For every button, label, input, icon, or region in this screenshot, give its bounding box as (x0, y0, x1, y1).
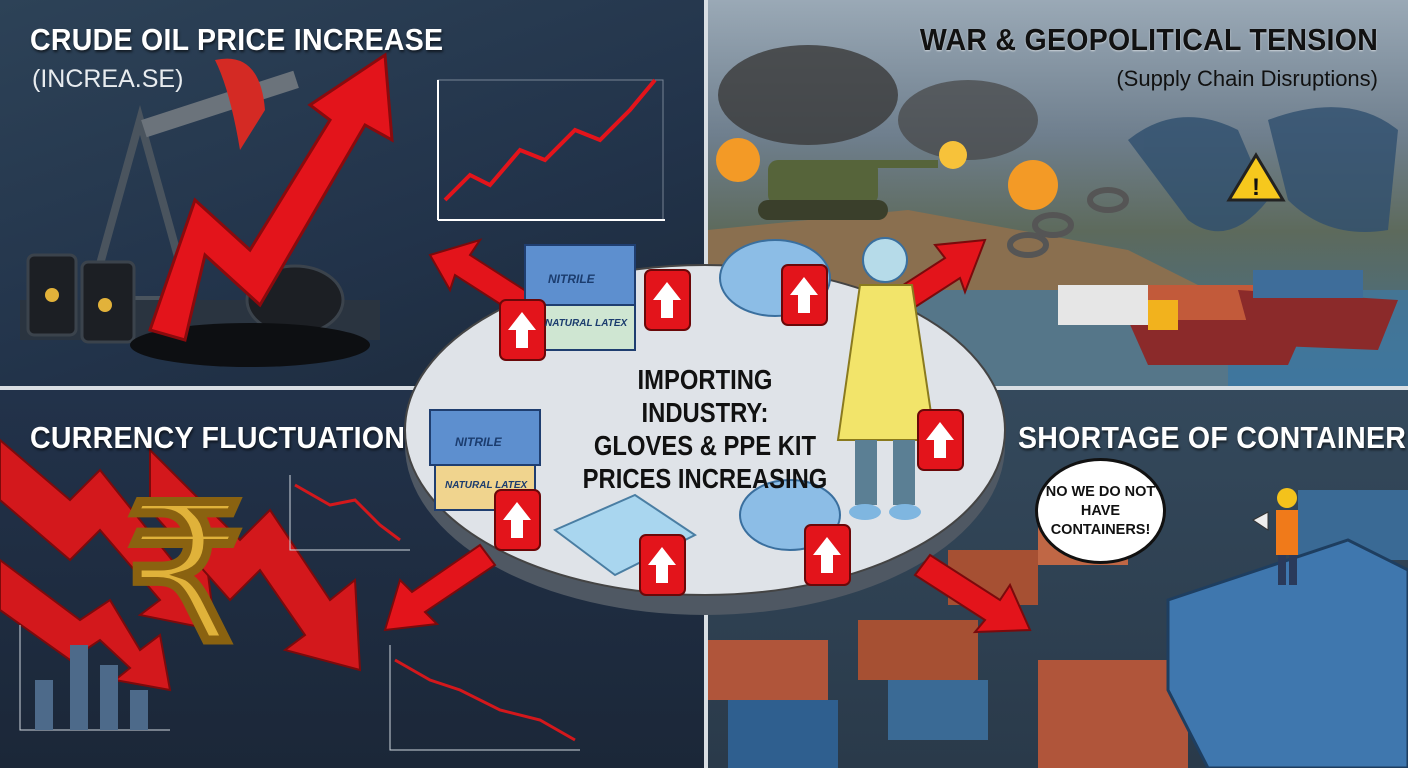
tank-icon (758, 160, 938, 220)
war-title: WAR & GEOPOLITICAL TENSION (919, 22, 1378, 57)
nitrile-box-label: NITRILE (548, 272, 595, 286)
container-title: SHORTAGE OF CONTAINER (1018, 420, 1407, 455)
truck-icon (1058, 285, 1178, 330)
warning-icon: ! (1226, 152, 1286, 202)
center-title: IMPORTING INDUSTRY: GLOVES & PPE KIT PRI… (578, 363, 833, 495)
latex-box-label: NATURAL LATEX (545, 318, 628, 329)
crude-oil-subtitle: (INCREA.SE) (32, 65, 184, 93)
world-map-icon (1128, 107, 1398, 232)
speech-bubble: NO WE DO NOT HAVE CONTAINERS! (1035, 458, 1166, 564)
crude-oil-illustration (20, 52, 665, 367)
center-title-line-1: IMPORTING INDUSTRY: (637, 364, 773, 428)
rupee-icon: ₹ (125, 469, 246, 681)
crude-oil-title: CRUDE OIL PRICE INCREASE (30, 22, 444, 57)
currency-panel: ₹ CURRENCY FLUCTUATION (0, 390, 704, 768)
war-subtitle: (Supply Chain Disruptions) (1116, 66, 1378, 91)
broken-chain-icon (1007, 187, 1129, 258)
svg-text:!: ! (1252, 174, 1260, 201)
falling-arrow-icon (0, 438, 362, 692)
price-chart-icon (437, 78, 665, 221)
oil-barrel-icons (26, 253, 370, 367)
crude-oil-panel: CRUDE OIL PRICE INCREASE (INCREA.SE) (0, 0, 704, 386)
war-panel: ! WAR & GEOPOLITICAL TENSION (Supply Cha… (708, 0, 1408, 386)
cargo-ship-icon (1128, 270, 1398, 365)
currency-illustration: ₹ (0, 438, 580, 751)
worker-icon (1276, 488, 1298, 585)
rising-price-arrow-icon (148, 52, 394, 342)
bar-chart-icon (35, 645, 148, 730)
speech-text: NO WE DO NOT HAVE CONTAINERS! (1045, 483, 1156, 538)
megaphone-icon (1252, 511, 1269, 531)
center-title-line-3: PRICES INCREASING (582, 463, 828, 494)
currency-title: CURRENCY FLUCTUATION (30, 420, 406, 455)
center-title-line-2: GLOVES & PPE KIT (593, 430, 817, 461)
falling-chart-icon (19, 475, 580, 751)
latex-box-label-2: NATURAL LATEX (445, 480, 528, 491)
nitrile-box-label-2: NITRILE (455, 435, 502, 449)
